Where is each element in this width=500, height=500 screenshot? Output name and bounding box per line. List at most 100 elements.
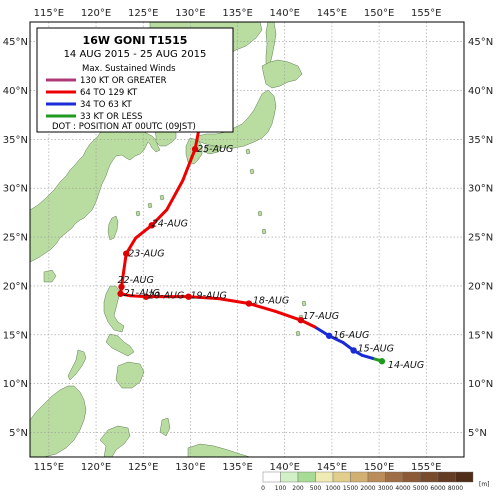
lon-tick-top: 135°E xyxy=(222,8,252,19)
mainland-asia xyxy=(30,95,161,263)
new-guinea xyxy=(187,443,251,457)
lon-tick-top: 140°E xyxy=(270,8,300,19)
position-dot xyxy=(297,316,304,324)
colorbar-swatch xyxy=(367,471,386,483)
date-label: 17-AUG xyxy=(303,311,339,322)
position-dot xyxy=(185,293,192,300)
typhoon-track xyxy=(119,123,384,363)
lat-tick-right: 5°N xyxy=(468,428,487,439)
lat-tick-left: 5°N xyxy=(9,428,28,439)
shikoku xyxy=(203,145,223,155)
lon-tick-bottom: 140°E xyxy=(270,462,300,473)
lon-tick-top: 115°E xyxy=(34,8,64,19)
lat-tick-right: 40°N xyxy=(468,86,493,97)
lon-tick-bottom: 125°E xyxy=(128,462,158,473)
legend-label-34kt: 34 TO 63 KT xyxy=(80,100,133,110)
colorbar-label: 8000 xyxy=(448,485,463,492)
colorbar-label: 1000 xyxy=(325,485,340,492)
date-label: 23-AUG xyxy=(128,249,164,260)
colorbar-label: 100 xyxy=(275,485,287,492)
sulawesi xyxy=(99,425,131,457)
colorbar-swatch xyxy=(332,471,351,483)
lat-tick-left: 25°N xyxy=(3,233,28,244)
daily-position-markers: 14-AUG 15-AUG 16-AUG 17-AUG 18-AUG 19-AUG 20-A… xyxy=(117,144,424,371)
okinawa-islands xyxy=(135,194,165,217)
lon-tick-top: 130°E xyxy=(175,8,205,19)
elevation-colorbar: 0 100 200 500 1000 1500 2000 3000 4000 5000 6000 80… xyxy=(261,471,474,492)
lat-tick-left: 15°N xyxy=(3,330,28,341)
colorbar-label: 500 xyxy=(310,485,322,492)
legend: 16W GONI T1515 14 AUG 2015 - 25 AUG 2015… xyxy=(36,27,234,133)
date-label: 22-AUG xyxy=(118,275,154,286)
visayas xyxy=(105,333,135,357)
lat-tick-left: 45°N xyxy=(3,37,28,48)
colorbar-swatch xyxy=(262,471,281,483)
lon-tick-bottom: 130°E xyxy=(175,462,205,473)
lon-tick-bottom: 155°E xyxy=(411,462,441,473)
date-label: 19-AUG xyxy=(191,291,227,302)
borneo xyxy=(30,385,87,457)
date-label: 21-AUG xyxy=(124,288,160,299)
legend-label-33kt: 33 KT OR LESS xyxy=(80,112,143,122)
legend-heading: Max. Sustained Winds xyxy=(82,64,176,74)
colorbar-swatch xyxy=(455,471,474,483)
honshu xyxy=(195,89,277,149)
colorbar-label: 6000 xyxy=(430,485,445,492)
track-segment xyxy=(217,297,251,306)
lon-tick-top: 150°E xyxy=(364,8,394,19)
colorbar-swatch xyxy=(402,471,421,483)
colorbar-swatch xyxy=(350,471,369,483)
map-border xyxy=(29,21,465,458)
lat-tick-right: 30°N xyxy=(468,184,493,195)
track-segment xyxy=(360,353,374,360)
position-dot xyxy=(350,347,357,354)
legend-label-130kt: 130 KT OR GREATER xyxy=(80,76,167,86)
lon-tick-bottom: 120°E xyxy=(81,462,111,473)
position-dot xyxy=(118,283,125,291)
position-dot xyxy=(142,293,150,300)
mindanao xyxy=(115,361,145,389)
date-label: 20-AUG xyxy=(148,291,184,302)
lat-tick-left: 10°N xyxy=(3,379,28,390)
date-label: 18-AUG xyxy=(253,296,289,307)
lon-tick-bottom: 145°E xyxy=(317,462,347,473)
lon-tick-top: 155°E xyxy=(411,8,441,19)
axis-tick-labels: 115°E 115°E 120°E 120°E 125°E 125°E 130°E 130°E… xyxy=(3,8,493,473)
lon-tick-top: 120°E xyxy=(81,8,111,19)
lat-tick-right: 10°N xyxy=(468,379,493,390)
lat-tick-right: 25°N xyxy=(468,233,493,244)
position-dot xyxy=(325,332,333,339)
track-segment xyxy=(134,223,154,240)
halmahera xyxy=(159,417,171,437)
date-label: 14-AUG xyxy=(388,360,424,371)
position-dot xyxy=(378,358,386,365)
track-segment xyxy=(150,208,169,227)
colorbar-swatch xyxy=(385,471,404,483)
date-label: 16-AUG xyxy=(333,330,369,341)
colorbar-label: 0 xyxy=(261,485,265,492)
legend-title: 16W GONI T1515 xyxy=(83,34,188,47)
track-segment xyxy=(121,252,128,275)
izu-bonin-islands xyxy=(245,148,267,235)
colorbar-swatch xyxy=(297,471,316,483)
legend-label-64kt: 64 TO 129 KT xyxy=(80,88,138,98)
position-dot xyxy=(191,145,199,153)
colorbar-swatch xyxy=(315,471,334,483)
date-label: 25-AUG xyxy=(197,144,233,155)
lat-tick-left: 30°N xyxy=(3,184,28,195)
hokkaido xyxy=(261,59,303,89)
position-dot xyxy=(123,250,130,257)
elevation-unit: [m] xyxy=(479,481,490,488)
lon-tick-bottom: 135°E xyxy=(222,462,252,473)
colorbar-label: 4000 xyxy=(395,485,410,492)
position-dot xyxy=(245,300,253,307)
colorbar-label: 5000 xyxy=(413,485,428,492)
track-segment xyxy=(181,147,197,182)
lat-tick-right: 45°N xyxy=(468,37,493,48)
lat-lon-grid xyxy=(30,22,464,457)
legend-dot-note: DOT : POSITION AT 00UTC (09JST) xyxy=(52,122,196,132)
colorbar-swatch xyxy=(420,471,439,483)
colorbar-label: 3000 xyxy=(378,485,393,492)
position-dot xyxy=(117,290,124,297)
